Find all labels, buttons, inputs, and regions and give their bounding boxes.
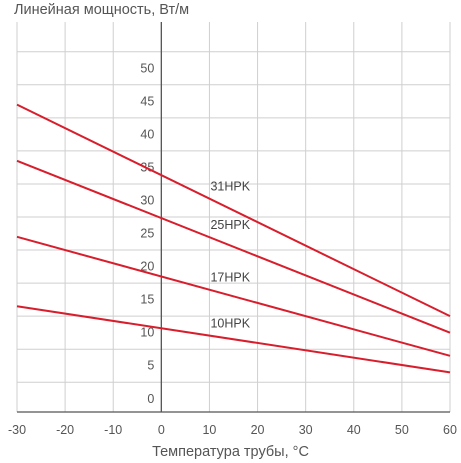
y-tick-label: 30	[140, 193, 154, 207]
x-axis-label: Температура трубы, °С	[152, 444, 309, 460]
y-tick-label: 10	[140, 326, 154, 340]
series-label: 17HPK	[210, 271, 250, 285]
x-tick-label: 60	[443, 423, 457, 437]
x-tick-label: 50	[395, 423, 409, 437]
x-tick-label: 0	[158, 423, 165, 437]
y-tick-label: 50	[140, 61, 154, 75]
series-label: 25HPK	[210, 218, 250, 232]
y-axis-label: Линейная мощность, Вт/м	[14, 2, 190, 18]
series-line	[16, 235, 451, 357]
y-tick-label: 40	[140, 127, 154, 141]
y-tick-label: 20	[140, 260, 154, 274]
x-tick-label: -20	[56, 423, 74, 437]
y-tick-label: 15	[140, 293, 154, 307]
series-line	[16, 305, 451, 374]
series-label: 31HPK	[210, 180, 250, 194]
x-tick-label: 30	[299, 423, 313, 437]
x-tick-label: 20	[251, 423, 265, 437]
x-tick-label: 10	[202, 423, 216, 437]
series-line	[16, 159, 451, 334]
x-tick-label: -30	[8, 423, 26, 437]
series-label: 10HPK	[210, 317, 250, 331]
series-line	[16, 103, 451, 318]
x-tick-label: 40	[347, 423, 361, 437]
y-tick-label: 5	[147, 359, 154, 373]
y-tick-label: 0	[147, 392, 154, 406]
y-tick-label: 25	[140, 227, 154, 241]
x-tick-label: -10	[104, 423, 122, 437]
y-tick-label: 45	[140, 94, 154, 108]
